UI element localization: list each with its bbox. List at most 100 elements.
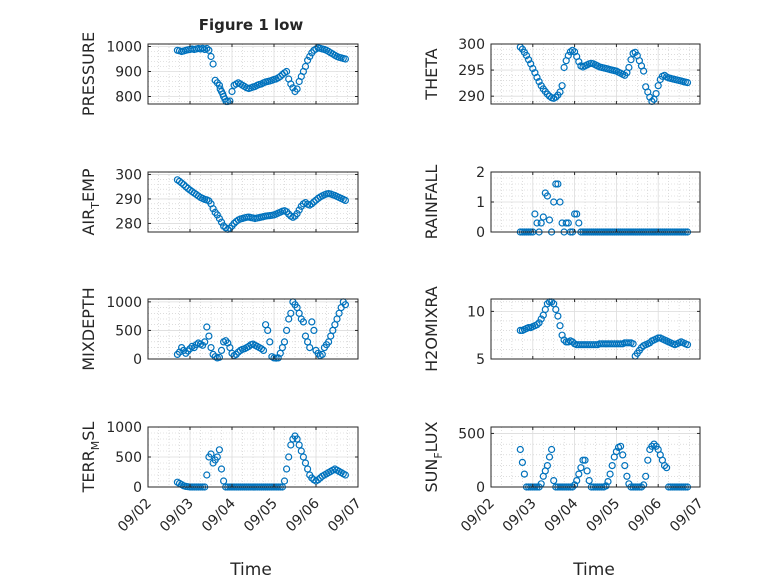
y-axis-label: TERRMSL: [79, 422, 102, 494]
data-point: [660, 462, 669, 470]
y-tick-label: 300: [458, 37, 485, 53]
data-point: [295, 206, 303, 214]
axes-box: [147, 171, 359, 233]
data-point: [619, 451, 627, 459]
subplot-h2omixra: 5 10 H2OMIXRA: [422, 286, 701, 372]
data-point: [560, 63, 568, 72]
data-point: [585, 477, 593, 485]
data-point: [531, 210, 539, 218]
x-tick-label: 09/06: [283, 495, 323, 535]
data-point: [217, 218, 226, 226]
data-point: [552, 305, 560, 314]
data-point: [543, 462, 552, 470]
y-tick-label: 0: [476, 225, 485, 241]
data-point: [627, 56, 635, 64]
y-axis-label: SUNFLUX: [422, 421, 445, 492]
data-point: [537, 315, 545, 323]
data-point: [215, 353, 223, 361]
y-axis-label: PRESSURE: [79, 32, 98, 116]
subplot-rainfall: 0 1 2 RAINFALL: [422, 165, 701, 241]
data-point: [639, 481, 648, 489]
data-point: [217, 346, 226, 354]
y-axis-label: AIRTEMP: [79, 168, 102, 235]
x-axis-label-left: Time: [229, 560, 272, 580]
data-point: [573, 477, 581, 485]
subplot-pressure: 800 900 1000 PRESSURE: [79, 32, 359, 116]
y-tick-label: 1000: [106, 420, 142, 436]
data-point: [650, 440, 658, 448]
data-point: [573, 210, 581, 218]
y-tick-label: 5: [476, 352, 485, 368]
data-point: [205, 332, 213, 340]
data-point: [289, 84, 297, 92]
y-tick-label: 290: [115, 192, 142, 208]
data-point: [537, 219, 545, 227]
subplot-sun-flux: 09/02 09/03 09/04 09/05 09/06 09/07 0 500 SUNFLU…: [422, 421, 707, 535]
subplot-mixdepth: 0 500 1000 MIXDEPTH: [79, 287, 359, 371]
axes-box: [147, 298, 359, 360]
data-point: [554, 180, 562, 188]
data-point: [301, 62, 310, 71]
y-tick-label: 300: [115, 167, 142, 183]
data-point: [230, 219, 238, 227]
data-point: [287, 441, 295, 449]
data-point: [520, 470, 529, 478]
data-point: [287, 309, 295, 317]
data-point: [646, 93, 654, 101]
y-tick-label: 1000: [106, 295, 142, 311]
data-point: [683, 78, 692, 87]
data-point: [554, 312, 562, 320]
data-point: [287, 80, 295, 88]
data-point: [552, 93, 560, 101]
data-point: [654, 82, 662, 90]
data-point: [644, 456, 652, 464]
data-point: [205, 46, 213, 54]
data-point: [341, 196, 349, 204]
data-point: [213, 211, 221, 219]
data-point: [283, 67, 291, 76]
data-point: [533, 219, 541, 227]
data-point: [518, 458, 527, 466]
data-point: [524, 56, 533, 64]
data-point: [602, 482, 610, 490]
y-tick-label: 0: [133, 352, 142, 368]
data-point: [570, 210, 579, 218]
data-point: [623, 472, 631, 480]
data-point: [209, 205, 217, 213]
data-point: [304, 465, 312, 473]
data-point: [180, 181, 188, 189]
data-point: [207, 344, 215, 352]
data-point: [215, 81, 223, 89]
axes-box: [490, 43, 701, 105]
figure-title: Figure 1 low: [199, 16, 304, 34]
x-tick-label: 09/06: [625, 495, 665, 535]
data-point: [293, 435, 301, 443]
data-point: [297, 447, 305, 455]
data-point: [207, 52, 215, 61]
x-tick-label: 09/05: [241, 496, 281, 536]
data-point: [175, 177, 184, 185]
data-point: [625, 339, 633, 347]
data-point: [683, 341, 692, 349]
data-point: [306, 52, 314, 61]
data-point: [215, 446, 223, 454]
data-point: [629, 340, 637, 348]
data-point: [341, 301, 349, 309]
data-point: [529, 64, 537, 73]
subplot-air-temp: 280 290 300 AIRTEMP: [79, 167, 359, 236]
data-point: [545, 453, 554, 461]
y-tick-label: 10: [467, 304, 485, 320]
data-point: [556, 322, 564, 330]
data-point: [581, 456, 589, 464]
data-point: [259, 346, 268, 354]
axes-box: [490, 298, 701, 360]
data-point: [575, 219, 583, 227]
data-point: [182, 183, 190, 191]
data-point: [577, 464, 585, 472]
data-point: [516, 445, 524, 454]
x-tick-label: 09/04: [542, 495, 582, 535]
data-point: [220, 477, 228, 485]
x-tick-label: 09/02: [115, 496, 155, 536]
data-point: [556, 198, 564, 206]
